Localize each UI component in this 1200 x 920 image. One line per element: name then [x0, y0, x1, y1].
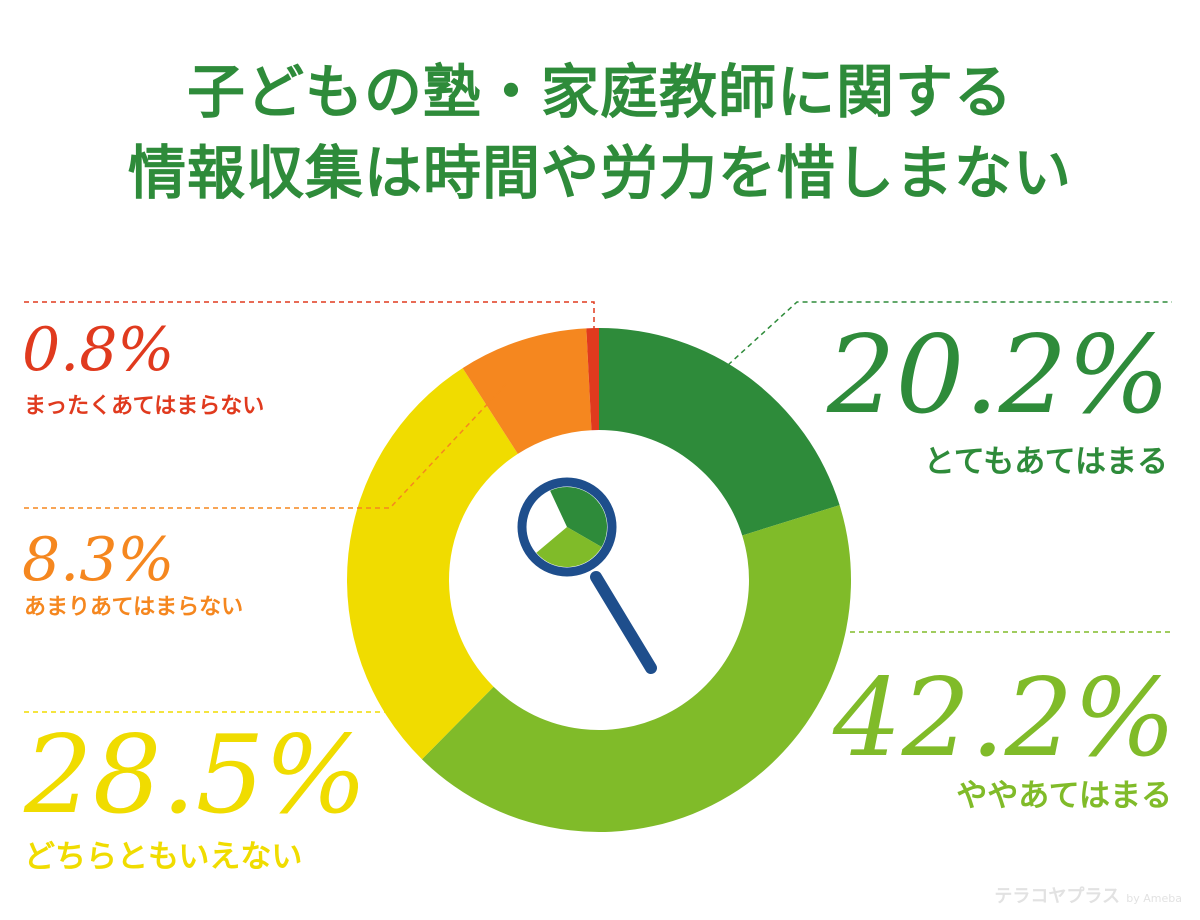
category-label-1: ややあてはまる	[956, 778, 1172, 814]
chart-title-line-2: 情報収集は時間や労力を惜しまない	[127, 139, 1072, 208]
value-label-2: 28.5%	[24, 713, 368, 838]
donut-slice-2	[346, 368, 518, 760]
magnifier-handle	[590, 571, 657, 674]
donut-slice-4	[586, 328, 599, 431]
chart-title: 子どもの塾・家庭教師に関する 情報収集は時間や労力を惜しまない	[0, 52, 1200, 214]
category-label-0: とてもあてはまる	[923, 444, 1168, 480]
category-label-4: まったくあてはまらない	[24, 394, 265, 419]
value-label-4: 0.8%	[22, 315, 175, 385]
watermark-by: by Ameba	[1126, 892, 1182, 905]
leader-line-0	[727, 301, 1172, 366]
icon-pie-slice-dark	[550, 486, 607, 547]
leader-lines	[24, 301, 1172, 713]
donut-segments	[346, 328, 852, 833]
watermark-brand: テラコヤプラス	[994, 886, 1120, 907]
category-label-2: どちらともいえない	[24, 839, 303, 875]
value-label-3: 8.3%	[22, 525, 175, 595]
value-label-0: 20.2%	[826, 313, 1170, 438]
magnifying-glass-icon	[517, 477, 657, 674]
donut-slice-3	[462, 328, 592, 454]
watermark: テラコヤプラス by Ameba	[994, 882, 1182, 908]
leader-line-3	[24, 379, 511, 509]
chart-title-line-1: 子どもの塾・家庭教師に関する	[186, 58, 1013, 126]
icon-pie-slice-light	[536, 527, 602, 567]
category-label-3: あまりあてはまらない	[24, 595, 244, 620]
donut-slice-1	[421, 505, 852, 833]
leader-line-4	[24, 301, 595, 330]
donut-slice-0	[599, 328, 840, 536]
value-label-1: 42.2%	[832, 656, 1176, 781]
